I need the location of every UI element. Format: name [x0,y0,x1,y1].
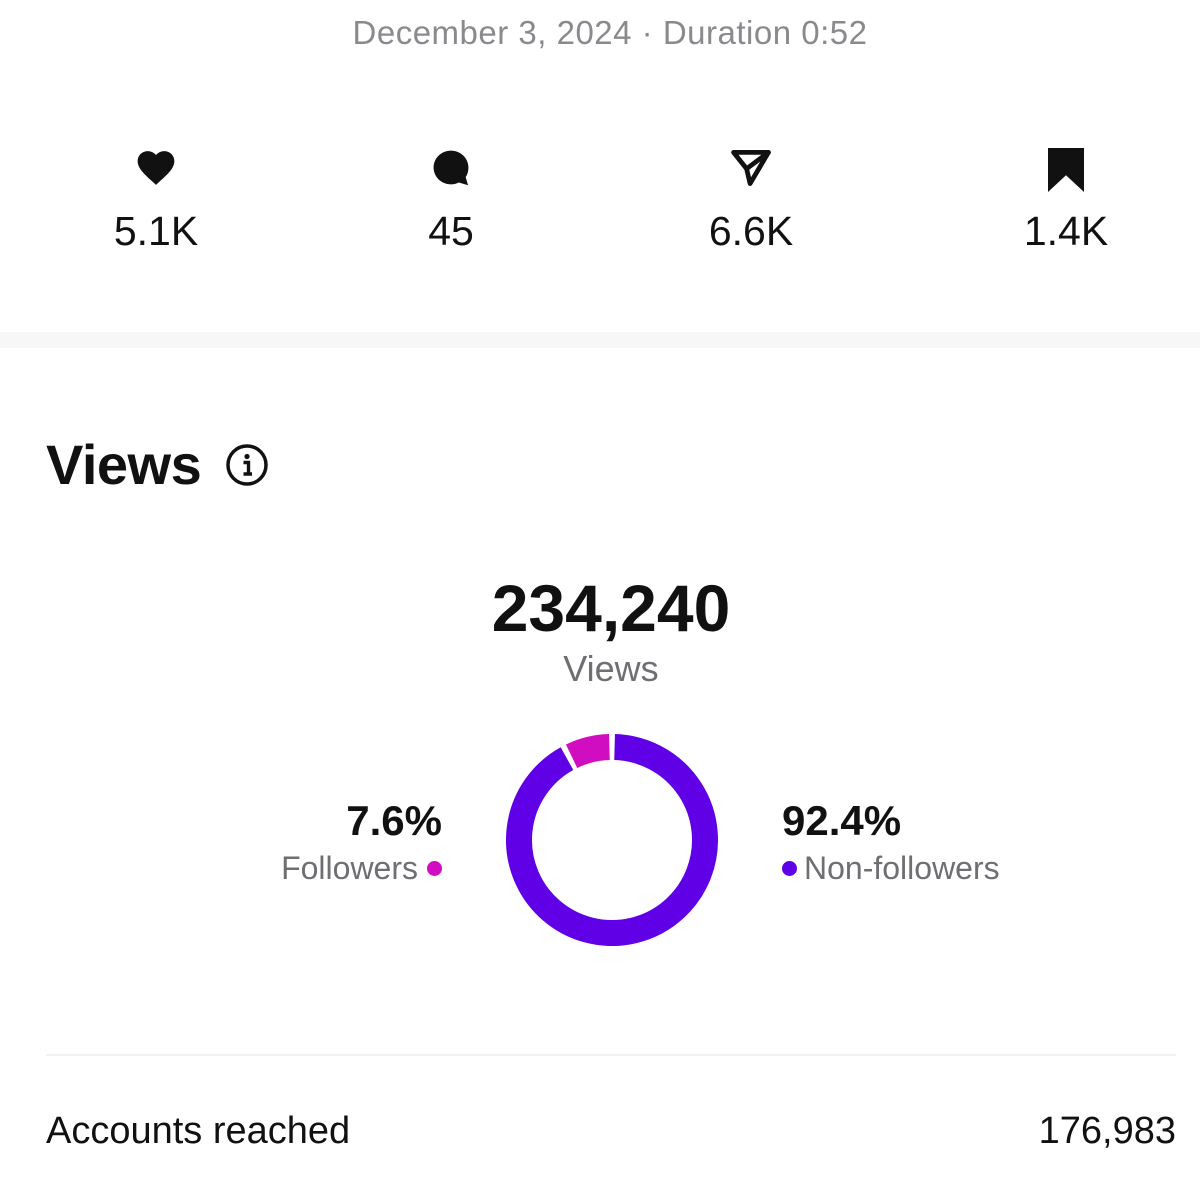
followers-label: Followers [281,850,418,886]
share-icon [641,146,861,198]
donut-segment-followers [565,734,611,769]
comments-stat[interactable]: 45 [341,146,561,255]
non-followers-dot [782,860,797,876]
followers-percent: 7.6% [346,797,442,844]
views-section-title: Views [46,433,202,496]
donut-segment-non-followers [506,734,718,946]
likes-count: 5.1K [113,208,199,254]
total-views-value: 234,240 [491,571,731,645]
bookmark-icon [956,146,1176,198]
accounts-reached-label: Accounts reached [46,1110,351,1152]
non-followers-legend: 92.4% Non-followers [782,796,1000,890]
accounts-reached-value: 176,983 [1038,1110,1176,1152]
views-section-header: Views [46,432,269,497]
saves-count: 1.4K [1023,208,1109,254]
likes-stat[interactable]: 5.1K [46,146,266,255]
section-divider [0,332,1200,348]
row-divider [46,1054,1176,1056]
saves-stat[interactable]: 1.4K [956,146,1176,255]
followers-dot [427,860,442,876]
post-date-duration: December 3, 2024 · Duration 0:52 [352,14,868,51]
non-followers-percent: 92.4% [782,797,902,844]
info-icon[interactable] [225,443,269,487]
non-followers-label: Non-followers [804,850,1000,886]
shares-count: 6.6K [708,208,794,254]
followers-legend: 7.6% Followers [281,796,442,890]
heart-icon [46,146,266,198]
comments-count: 45 [428,208,474,254]
views-donut-chart [506,734,718,946]
total-views-label: Views [563,648,659,689]
comment-icon [341,146,561,198]
shares-stat[interactable]: 6.6K [641,146,861,255]
